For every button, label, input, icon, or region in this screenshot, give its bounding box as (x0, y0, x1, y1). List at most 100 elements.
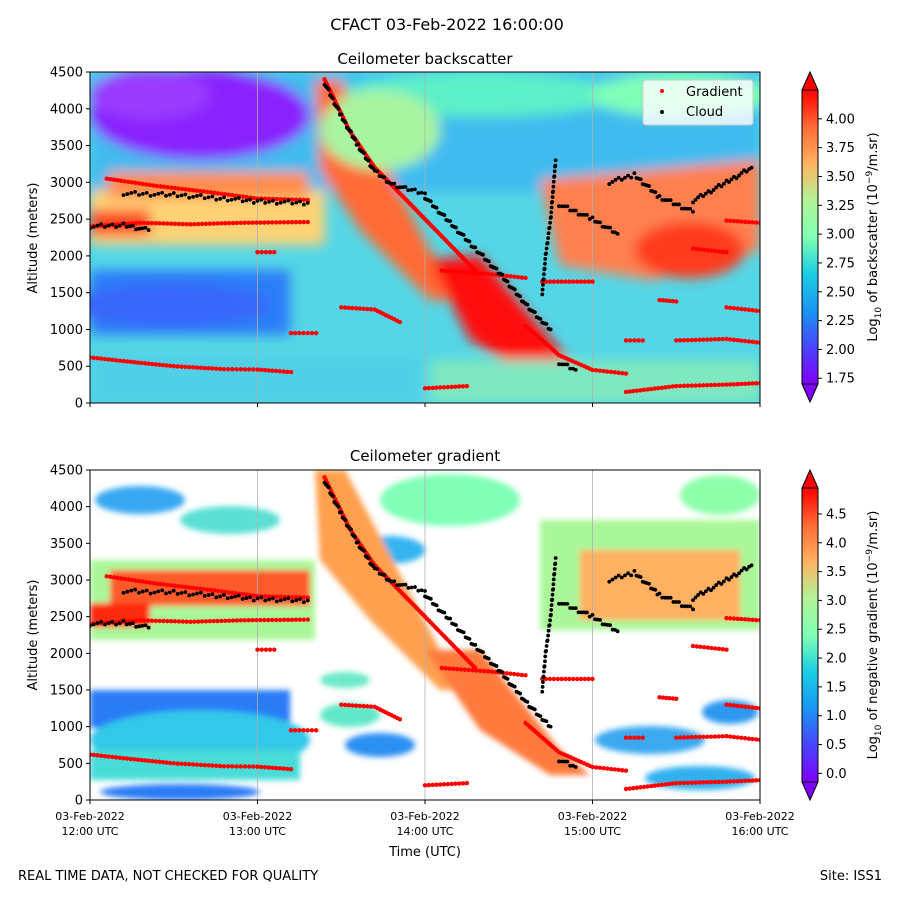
gradient-point (246, 220, 251, 225)
gradient-point (266, 368, 271, 373)
gradient-point (141, 220, 147, 226)
gradient-point (111, 575, 117, 580)
cloud-point (548, 618, 553, 623)
cloud-point (164, 591, 168, 596)
quality-disclaimer: REAL TIME DATA, NOT CHECKED FOR QUALITY (18, 869, 319, 884)
gradient-point (210, 366, 215, 371)
cloud-point (701, 194, 706, 199)
cloud-point (623, 175, 627, 180)
y-tick-label: 1000 (50, 323, 83, 338)
gradient-point (288, 728, 294, 733)
cloud-point (549, 215, 553, 220)
x-tick-time: 12:00 UTC (61, 825, 118, 838)
gradient-point (117, 755, 122, 760)
figure-title: CFACT 03-Feb-2022 16:00:00 (330, 15, 564, 34)
gradient-point (305, 595, 310, 600)
gradient-point (482, 668, 487, 674)
gradient-point (168, 221, 174, 226)
cloud-point (326, 87, 331, 92)
gradient-point (118, 576, 124, 581)
gradient-point (289, 220, 295, 225)
gradient-point (559, 676, 564, 682)
gradient-point (724, 702, 729, 707)
gradient-point (652, 386, 657, 391)
gradient-point (453, 781, 458, 786)
cloud-point (409, 187, 414, 192)
cloud-point (550, 199, 555, 204)
gradient-point (187, 364, 192, 370)
gradient-point (263, 196, 268, 201)
gradient-point (301, 728, 306, 733)
gradient-heatmap (90, 470, 760, 800)
gradient-point (728, 382, 733, 387)
gradient-point (240, 194, 246, 199)
gradient-point (451, 269, 456, 274)
cloud-point (549, 603, 554, 607)
gradient-point (397, 319, 403, 325)
cloud-point (164, 193, 168, 198)
gradient-point (258, 220, 263, 225)
gradient-point (197, 586, 203, 591)
gradient-point (746, 339, 752, 344)
gradient-point (301, 595, 307, 600)
gradient-point (489, 669, 495, 674)
cloud-point (134, 227, 138, 232)
gradient-point (697, 780, 702, 785)
gradient-point (305, 617, 310, 622)
cloud-point (131, 621, 135, 626)
gradient-point (478, 668, 483, 674)
gradient-point (724, 734, 729, 739)
colorbar-tick-label: 1.5 (826, 680, 847, 695)
y-tick-label: 4500 (50, 464, 83, 479)
gradient-xlabel: Time (UTC) (388, 845, 461, 860)
gradient-point (285, 220, 291, 225)
gradient-point (211, 221, 216, 226)
cloud-point (543, 257, 548, 261)
cloud-point (167, 192, 172, 197)
cloud-point (613, 178, 618, 182)
gradient-point (698, 247, 703, 252)
gradient-point (731, 703, 737, 708)
gradient-point (720, 779, 725, 784)
y-tick-label: 4000 (50, 500, 83, 515)
gradient-point (731, 616, 737, 621)
cloud-point (413, 585, 417, 589)
gradient-point (750, 736, 755, 742)
gradient-point (154, 581, 160, 586)
gradient-point (126, 179, 131, 185)
cloud-point (559, 601, 564, 606)
gradient-point (342, 305, 348, 310)
cloud-point (110, 619, 115, 624)
gradient-point (605, 766, 610, 771)
cloud-point (353, 535, 358, 540)
gradient-point (627, 786, 632, 791)
gradient-point (161, 618, 166, 624)
gradient-point (674, 338, 679, 343)
gradient-point (196, 221, 201, 227)
cloud-point (722, 181, 726, 186)
cloud-point (125, 192, 130, 196)
gradient-point (724, 305, 729, 310)
cloud-point (551, 577, 556, 582)
cloud-point (134, 624, 138, 629)
gradient-point (104, 574, 109, 579)
cloud-point (500, 272, 505, 277)
gradient-point (690, 246, 696, 251)
gradient-point (627, 735, 633, 740)
cloud-point (590, 215, 595, 220)
gradient-point (196, 619, 201, 624)
gradient-point (151, 183, 156, 188)
gradient-point (183, 761, 188, 767)
cloud-point (551, 582, 556, 587)
cloud-point (114, 225, 118, 229)
cloud-point (582, 212, 587, 217)
gradient-point (693, 734, 698, 740)
gradient-point (645, 784, 650, 789)
gradient-point (106, 357, 111, 362)
gradient-point (645, 387, 650, 392)
gradient-point (667, 696, 672, 701)
gradient-point (447, 666, 452, 671)
cloud-point (255, 198, 260, 203)
cloud-point (121, 193, 126, 198)
colorbar-tick-label: 3.5 (826, 565, 847, 580)
